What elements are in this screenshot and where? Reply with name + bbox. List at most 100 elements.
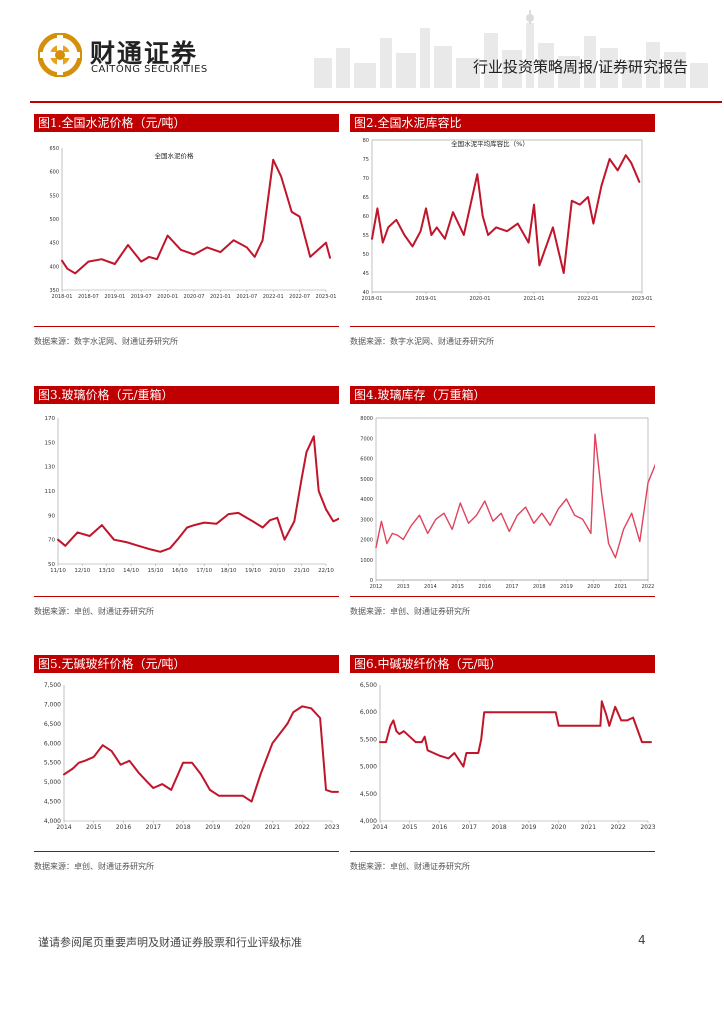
page-number: 4 [638, 933, 646, 947]
x-tick-label: 2018 [491, 824, 506, 831]
y-tick-label: 600 [49, 170, 59, 176]
figure-title: 图6.中碱玻纤价格（元/吨） [350, 655, 655, 673]
y-tick-label: 150 [45, 440, 56, 446]
figure-1: 图1.全国水泥价格（元/吨） 350 400 450 500 550 600 650 2018… [34, 114, 339, 354]
x-tick-label: 2023-01 [632, 296, 653, 302]
cement-price-chart: 350 400 450 500 550 600 650 2018-01 2018-07 2019-… [49, 146, 336, 300]
data-series-line [61, 158, 331, 275]
x-tick-label: 2021-01 [210, 294, 231, 300]
y-tick-label: 5,000 [44, 779, 61, 786]
x-tick-label: 2022 [642, 584, 655, 590]
glass-inventory-chart: 0 1000 2000 3000 4000 5000 6000 7000 8000 2012 201… [360, 416, 655, 590]
x-tick-label: 2017 [506, 584, 519, 590]
x-tick-label: 2021 [614, 584, 627, 590]
figure-2: 图2.全国水泥库容比 40 45 50 55 60 65 70 75 80 2018-01 2019… [350, 114, 655, 354]
x-tick-label: 2014 [372, 824, 387, 831]
cement-inventory-chart: 40 45 50 55 60 65 70 75 80 2018-01 2019-01 2020-01 2… [362, 138, 653, 302]
x-tick-label: 2021 [265, 824, 280, 831]
x-tick-label: 2018-07 [78, 294, 99, 300]
y-tick-label: 4,000 [44, 818, 61, 825]
y-tick-label: 4,500 [44, 799, 61, 806]
x-tick-label: 12/10 [74, 568, 90, 574]
x-tick-label: 2023 [324, 824, 339, 831]
y-tick-label: 400 [49, 264, 59, 270]
y-tick-label: 50 [48, 562, 55, 568]
source-divider [34, 851, 339, 852]
y-tick-label: 80 [363, 138, 369, 144]
y-tick-label: 70 [363, 176, 369, 182]
page-header: 财通证券 CAITONG SECURITIES 行业投资策略周报/证券研究报告 [0, 0, 724, 104]
data-series-line [63, 705, 339, 803]
y-tick-label: 8000 [360, 416, 373, 422]
x-tick-label: 2014 [56, 824, 71, 831]
y-tick-label: 7000 [360, 436, 373, 442]
y-tick-label: 0 [370, 578, 373, 584]
figure-4: 图4.玻璃库存（万重箱） 0 1000 2000 3000 4000 5000 6000 70… [350, 386, 655, 626]
figure-6: 图6.中碱玻纤价格（元/吨） 4,000 4,500 5,000 5,500 6,000… [350, 655, 655, 895]
x-tick-label: 2018 [175, 824, 190, 831]
x-tick-label: 2015 [451, 584, 464, 590]
x-tick-label: 11/10 [50, 568, 66, 574]
x-tick-label: 20/10 [269, 568, 285, 574]
x-tick-label: 2019 [521, 824, 536, 831]
y-tick-label: 6,500 [44, 721, 61, 728]
medium-alkali-fiberglass-price-chart: 4,000 4,500 5,000 5,500 6,000 6,500 2014 2015 20… [360, 682, 655, 831]
y-tick-label: 7,500 [44, 682, 61, 689]
figure-title: 图5.无碱玻纤价格（元/吨） [34, 655, 339, 673]
y-tick-label: 5,500 [44, 760, 61, 767]
caitong-logo [38, 33, 82, 77]
y-tick-label: 450 [49, 241, 59, 247]
source-divider [350, 596, 655, 597]
x-tick-label: 14/10 [123, 568, 139, 574]
y-tick-label: 3000 [360, 517, 373, 523]
footer-disclaimer: 谨请参阅尾页重要声明及财通证券股票和行业评级标准 [38, 936, 302, 949]
plot-frame [371, 139, 643, 293]
figure-title: 图4.玻璃库存（万重箱） [350, 386, 655, 404]
report-type: 行业投资策略周报/证券研究报告 [472, 58, 688, 76]
x-tick-label: 2020-07 [184, 294, 205, 300]
data-series-line [379, 700, 652, 768]
x-tick-label: 17/10 [196, 568, 212, 574]
y-tick-label: 6000 [360, 457, 373, 463]
x-tick-label: 2020 [587, 584, 600, 590]
x-tick-label: 2023 [640, 824, 655, 831]
y-tick-label: 4,000 [360, 818, 377, 825]
y-tick-label: 45 [363, 271, 369, 277]
y-tick-label: 650 [49, 146, 59, 152]
x-tick-label: 2020-01 [470, 296, 491, 302]
y-tick-label: 90 [48, 513, 55, 519]
x-tick-label: 2022-07 [289, 294, 310, 300]
y-tick-label: 60 [363, 214, 369, 220]
x-tick-label: 2014 [424, 584, 437, 590]
x-tick-label: 2012 [370, 584, 383, 590]
y-tick-label: 6,000 [360, 709, 377, 716]
x-tick-label: 2018-01 [52, 294, 73, 300]
y-tick-label: 70 [48, 538, 55, 544]
data-series-line [375, 433, 655, 559]
x-tick-label: 2019-01 [416, 296, 437, 302]
x-tick-label: 13/10 [99, 568, 115, 574]
x-tick-label: 15/10 [148, 568, 164, 574]
y-tick-label: 1000 [360, 558, 373, 564]
y-tick-label: 4000 [360, 497, 373, 503]
y-tick-label: 350 [49, 288, 59, 294]
x-tick-label: 2022 [611, 824, 626, 831]
x-tick-label: 2015 [402, 824, 417, 831]
glass-price-chart: 50 70 90 110 130 150 170 11/10 12/10 13/10 14/10 15… [45, 416, 339, 574]
y-tick-label: 130 [45, 465, 56, 471]
x-tick-label: 22/10 [318, 568, 334, 574]
figure-source: 数据来源：卓创、财通证券研究所 [350, 862, 470, 871]
x-tick-label: 2019-07 [131, 294, 152, 300]
figure-title: 图2.全国水泥库容比 [350, 114, 655, 132]
y-tick-label: 65 [363, 195, 369, 201]
x-tick-label: 2013 [397, 584, 410, 590]
x-tick-label: 2021-07 [236, 294, 257, 300]
x-tick-label: 2018-01 [362, 296, 383, 302]
x-tick-label: 2017 [462, 824, 477, 831]
x-tick-label: 2018 [533, 584, 546, 590]
y-tick-label: 2000 [360, 538, 373, 544]
source-divider [34, 326, 339, 327]
y-tick-label: 4,500 [360, 791, 377, 798]
x-tick-label: 2016 [432, 824, 447, 831]
x-tick-label: 2015 [86, 824, 101, 831]
